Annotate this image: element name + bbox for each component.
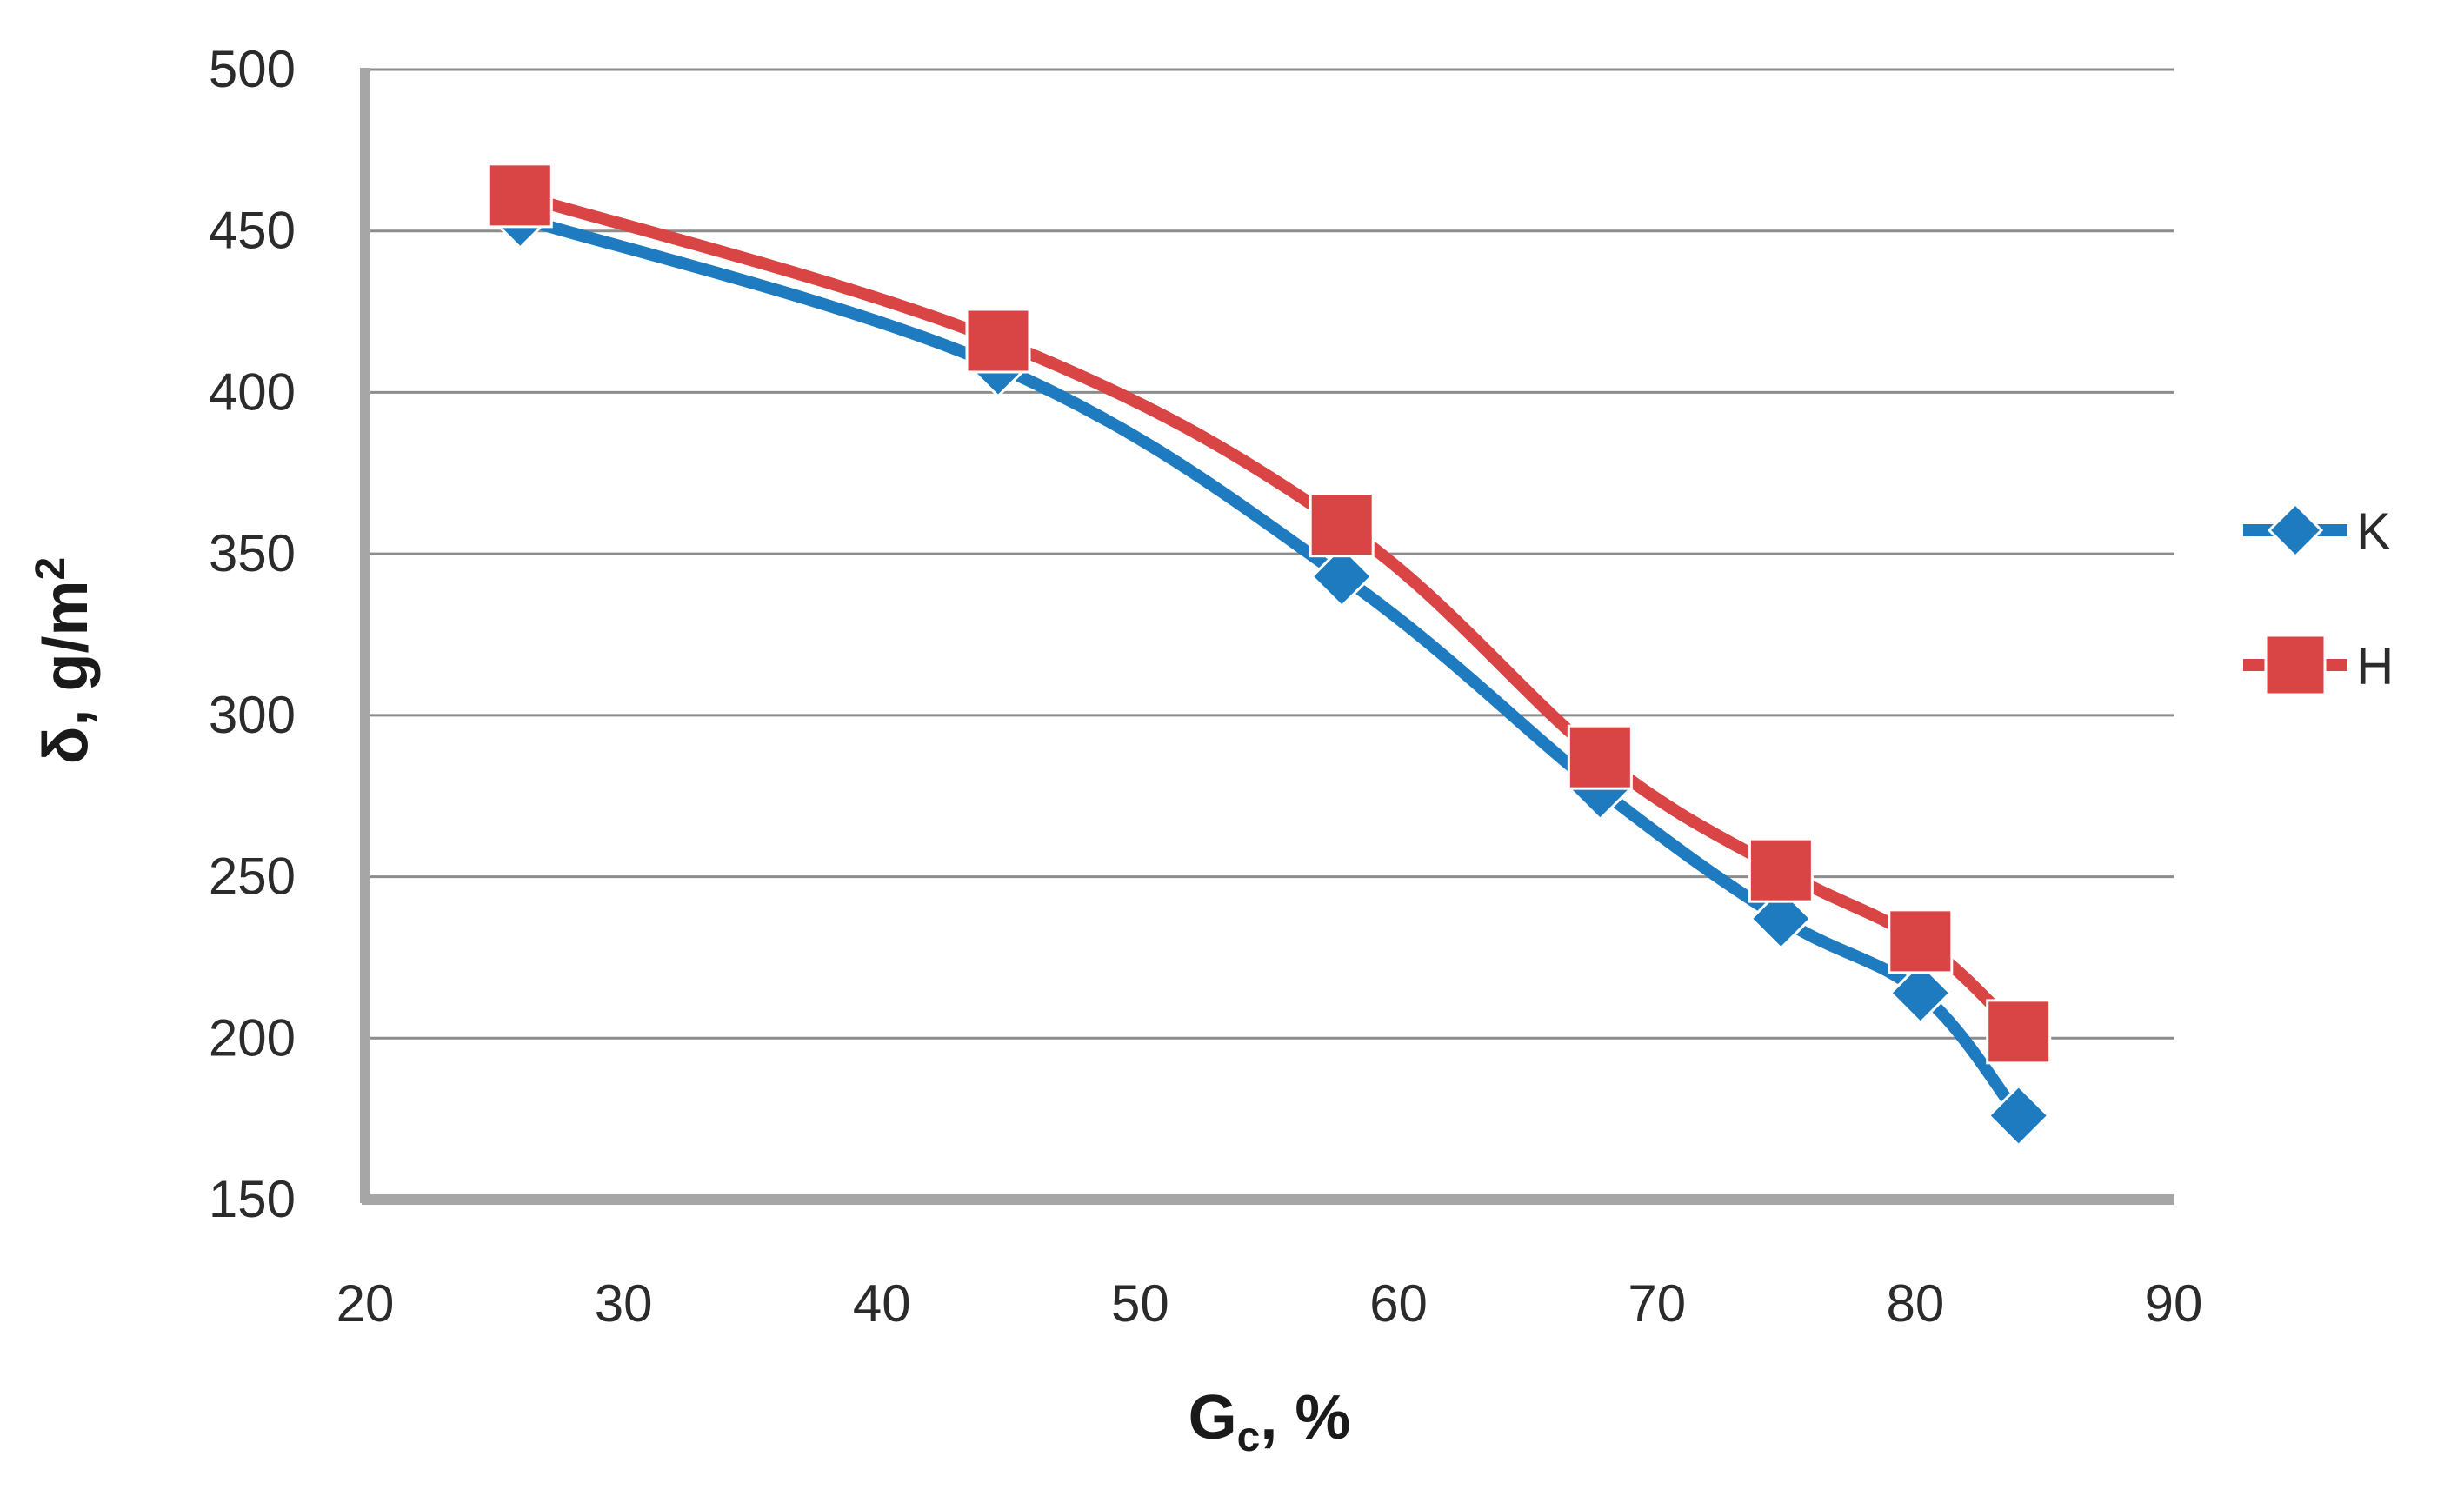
y-tick-label: 350 — [209, 524, 296, 582]
series-H — [487, 163, 2052, 1065]
axes — [360, 68, 2174, 1205]
data-point-H — [1748, 837, 1814, 903]
data-point-K — [1310, 545, 1374, 608]
legend-marker — [2267, 502, 2324, 559]
legend-label: K — [2356, 502, 2391, 561]
x-tick-label: 20 — [336, 1274, 395, 1333]
y-tick-label: 400 — [209, 362, 296, 421]
data-point-K — [1888, 961, 1952, 1025]
x-tick-label: 40 — [853, 1274, 911, 1333]
tick-labels: 150 200 250 300 350 400 450 500 20 30 40 50 60 70 80 90 — [209, 40, 2202, 1333]
series-line-H — [514, 189, 2025, 1038]
series — [487, 163, 2052, 1147]
data-point-H — [487, 163, 553, 229]
x-tick-label: 90 — [2145, 1274, 2203, 1333]
series-line-K — [514, 211, 2025, 1122]
y-axis-title: δ, g/m2 — [28, 557, 101, 764]
y-tick-label: 200 — [209, 1008, 296, 1067]
x-tick-label: 60 — [1369, 1274, 1428, 1333]
data-point-H — [1567, 724, 1633, 790]
gridlines — [365, 68, 2174, 1040]
data-point-H — [1888, 908, 1954, 974]
x-axis-title-suffix: , % — [1260, 1383, 1350, 1453]
x-tick-label: 80 — [1886, 1274, 1944, 1333]
data-point-H — [1986, 999, 2052, 1065]
x-tick-label: 70 — [1628, 1274, 1686, 1333]
series-K — [489, 186, 2050, 1147]
legend: KH — [2243, 502, 2394, 696]
y-tick-label: 300 — [209, 686, 296, 744]
x-tick-label: 50 — [1111, 1274, 1169, 1333]
legend-item-H: H — [2243, 634, 2394, 696]
data-point-K — [1987, 1084, 2050, 1147]
data-point-H — [1309, 492, 1375, 558]
data-point-H — [965, 308, 1031, 374]
x-axis-title: Gc, % — [1189, 1383, 1351, 1460]
x-axis-title-main: G — [1189, 1383, 1237, 1453]
y-tick-label: 500 — [209, 40, 296, 98]
y-tick-label: 250 — [209, 848, 296, 906]
legend-marker — [2264, 634, 2327, 696]
legend-label: H — [2356, 637, 2394, 695]
y-axis-title-sup: 2 — [28, 557, 74, 581]
y-tick-label: 150 — [209, 1170, 296, 1228]
data-point-K — [1749, 887, 1813, 950]
x-axis-title-sub: c — [1237, 1414, 1261, 1460]
x-tick-label: 30 — [595, 1274, 653, 1333]
y-axis-title-main: δ, g/m — [31, 581, 101, 765]
y-tick-label: 450 — [209, 202, 296, 260]
legend-item-K: K — [2243, 502, 2391, 561]
